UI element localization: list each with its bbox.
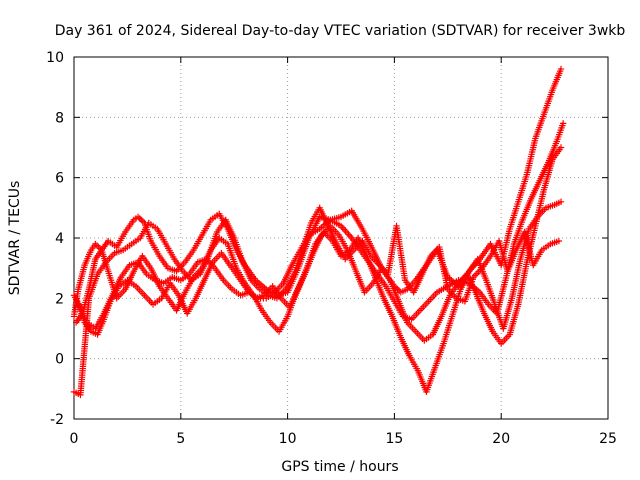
y-tick-label: 0: [55, 352, 64, 368]
x-tick-label: 25: [599, 431, 617, 447]
data-point: [557, 198, 565, 205]
x-tick-labels: 0 5 10 15 20 25: [70, 431, 617, 447]
y-tick-labels: -2 0 2 4 6 8 10: [46, 50, 64, 428]
data-marks: [70, 65, 567, 399]
x-tick-label: 5: [176, 431, 185, 447]
data-point: [557, 144, 565, 151]
y-tick-label: 6: [55, 171, 64, 187]
x-axis-label: GPS time / hours: [281, 459, 398, 475]
series-track-d: [75, 198, 565, 396]
series-track-e: [70, 204, 563, 399]
series-track-a: [70, 65, 565, 320]
y-tick-label: 4: [55, 231, 64, 247]
data-point: [559, 120, 567, 127]
data-point-fill: [138, 216, 145, 224]
axis-ticks: [73, 56, 609, 420]
y-tick-label: 2: [55, 291, 64, 307]
data-point: [557, 65, 565, 73]
y-axis-label: SDTVAR / TECUs: [7, 181, 23, 296]
y-tick-label: -2: [50, 412, 64, 428]
chart-title: Day 361 of 2024, Sidereal Day-to-day VTE…: [55, 23, 626, 39]
x-tick-label: 10: [279, 431, 297, 447]
data-point-fill: [136, 215, 143, 222]
data-point: [555, 237, 563, 245]
x-tick-label: 15: [385, 431, 403, 447]
y-tick-label: 10: [46, 50, 64, 66]
y-tick-label: 8: [55, 110, 64, 126]
x-tick-label: 20: [492, 431, 510, 447]
x-tick-label: 0: [70, 431, 79, 447]
